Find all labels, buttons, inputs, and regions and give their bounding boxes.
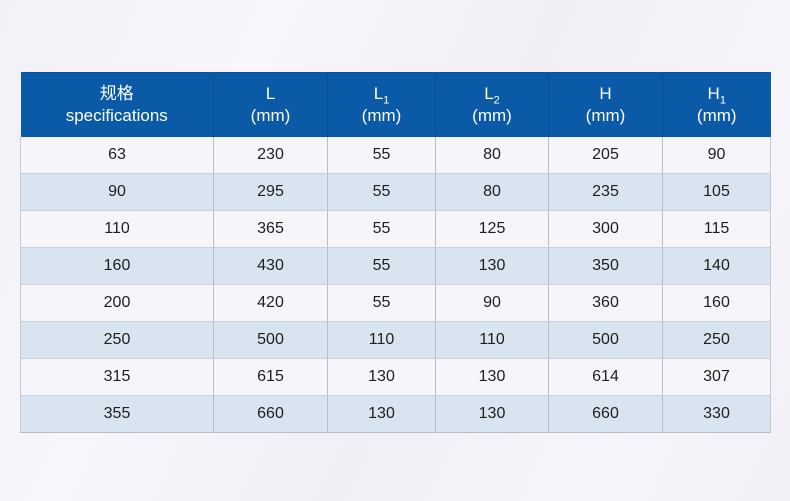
- table-cell: 250: [662, 321, 771, 359]
- column-header-symbol: L2: [484, 84, 500, 107]
- column-header-2: L1 (mm): [327, 72, 436, 137]
- table-cell: 55: [327, 247, 436, 285]
- table-cell: 80: [435, 137, 549, 174]
- table-cell: 125: [435, 210, 549, 248]
- table-row: 90 295 55 80 235 105: [20, 173, 771, 211]
- table-cell: 55: [327, 137, 436, 174]
- column-header-0: 规格 specifications: [20, 72, 214, 137]
- table-cell: 250: [20, 321, 214, 359]
- specifications-table: 规格 specifications L (mm) L1 (mm) L2 (mm) H (mm) H1…: [20, 72, 771, 433]
- table-cell: 55: [327, 210, 436, 248]
- table-cell: 90: [435, 284, 549, 322]
- table-row: 250 500 110 110 500 250: [20, 321, 771, 359]
- table-cell: 140: [662, 247, 771, 285]
- table-cell: 80: [435, 173, 549, 211]
- table-cell: 295: [213, 173, 328, 211]
- column-header-unit: (mm): [696, 106, 737, 125]
- table-cell: 420: [213, 284, 328, 322]
- table-cell: 660: [213, 395, 328, 433]
- table-row: 63 230 55 80 205 90: [20, 137, 771, 174]
- column-header-unit: (mm): [361, 106, 402, 125]
- table-cell: 430: [213, 247, 328, 285]
- column-header-1: L (mm): [213, 72, 328, 137]
- table-cell: 55: [327, 173, 436, 211]
- column-header-symbol: H: [599, 84, 612, 103]
- table-cell: 500: [548, 321, 663, 359]
- table-row: 160 430 55 130 350 140: [20, 247, 771, 285]
- table-cell: 130: [327, 358, 436, 396]
- table-cell: 130: [435, 395, 549, 433]
- table-cell: 365: [213, 210, 328, 248]
- table-cell: 160: [20, 247, 214, 285]
- table-cell: 90: [20, 173, 214, 211]
- table-cell: 235: [548, 173, 663, 211]
- table-header: 规格 specifications L (mm) L1 (mm) L2 (mm) H (mm) H1…: [20, 72, 771, 137]
- table-cell: 615: [213, 358, 328, 396]
- column-header-symbol: 规格: [99, 84, 134, 103]
- column-header-unit: (mm): [250, 106, 291, 125]
- table-cell: 130: [327, 395, 436, 433]
- column-header-3: L2 (mm): [435, 72, 549, 137]
- table-cell: 300: [548, 210, 663, 248]
- column-header-symbol: H1: [707, 84, 726, 107]
- table-cell: 130: [435, 358, 549, 396]
- table-cell: 614: [548, 358, 663, 396]
- table-cell: 200: [20, 284, 214, 322]
- table-row: 315 615 130 130 614 307: [20, 358, 771, 396]
- column-header-symbol: L1: [373, 84, 390, 107]
- table-cell: 90: [662, 137, 771, 174]
- table-row: 200 420 55 90 360 160: [20, 284, 771, 322]
- table-cell: 315: [20, 358, 214, 396]
- table-cell: 360: [548, 284, 663, 322]
- column-header-5: H1 (mm): [662, 72, 771, 137]
- table-cell: 350: [548, 247, 663, 285]
- table-cell: 205: [548, 137, 663, 174]
- table-cell: 500: [213, 321, 328, 359]
- table-cell: 307: [662, 358, 771, 396]
- table-cell: 55: [327, 284, 436, 322]
- table-row: 355 660 130 130 660 330: [20, 395, 771, 433]
- table-cell: 110: [20, 210, 214, 248]
- column-header-symbol: L: [265, 84, 276, 103]
- table-body: 63 230 55 80 205 90 90 295 55 80 235 105 110 365 55 125…: [20, 137, 771, 433]
- column-header-4: H (mm): [548, 72, 663, 137]
- table-cell: 110: [435, 321, 549, 359]
- column-header-unit: (mm): [472, 106, 512, 125]
- table-cell: 130: [435, 247, 549, 285]
- header-row: 规格 specifications L (mm) L1 (mm) L2 (mm) H (mm) H1…: [20, 72, 771, 137]
- table-cell: 110: [327, 321, 436, 359]
- column-header-unit: (mm): [585, 106, 626, 125]
- table-cell: 160: [662, 284, 771, 322]
- column-header-unit: specifications: [65, 106, 168, 125]
- table-cell: 105: [662, 173, 771, 211]
- table-cell: 115: [662, 210, 771, 248]
- table-cell: 355: [20, 395, 214, 433]
- table-cell: 330: [662, 395, 771, 433]
- table-cell: 660: [548, 395, 663, 433]
- table-cell: 230: [213, 137, 328, 174]
- table-row: 110 365 55 125 300 115: [20, 210, 771, 248]
- table-cell: 63: [20, 137, 214, 174]
